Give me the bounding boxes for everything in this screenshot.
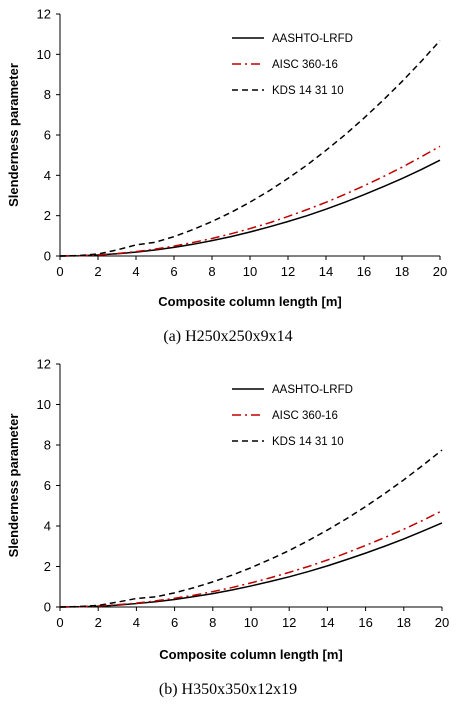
x-axis-title: Composite column length [m] <box>158 294 341 309</box>
x-tick-label: 10 <box>243 264 257 279</box>
x-tick-label: 6 <box>170 264 177 279</box>
x-tick-label: 20 <box>435 615 449 630</box>
x-tick-label: 18 <box>397 615 411 630</box>
x-tick-label: 16 <box>358 615 372 630</box>
y-tick-label: 0 <box>44 600 51 615</box>
series-line-aisc-360-16 <box>59 145 441 257</box>
x-tick-label: 12 <box>281 264 295 279</box>
y-tick-label: 2 <box>44 559 51 574</box>
chart-caption: (a) H250x250x9x14 <box>163 328 292 345</box>
x-tick-label: 2 <box>95 615 102 630</box>
x-tick-label: 4 <box>133 615 140 630</box>
legend-label: AISC 360-16 <box>272 410 338 422</box>
x-tick-label: 0 <box>56 264 63 279</box>
x-tick-label: 14 <box>320 615 334 630</box>
legend-label: AASHTO-LRFD <box>272 384 353 396</box>
y-tick-label: 6 <box>44 478 51 493</box>
y-tick-label: 4 <box>44 168 51 183</box>
y-axis-title: Slenderness parameter <box>6 63 21 207</box>
y-tick-label: 8 <box>44 87 51 102</box>
x-tick-label: 14 <box>319 264 333 279</box>
chart-caption: (b) H350x350x12x19 <box>159 681 297 698</box>
y-tick-label: 12 <box>37 357 51 372</box>
y-tick-label: 12 <box>37 7 51 22</box>
x-axis-title: Composite column length [m] <box>159 647 342 662</box>
legend-label: KDS 14 31 10 <box>272 436 344 448</box>
y-axis-title: Slenderness parameter <box>6 414 21 558</box>
x-tick-label: 18 <box>395 264 409 279</box>
y-tick-label: 10 <box>37 47 51 62</box>
y-tick-label: 4 <box>44 519 51 534</box>
series-line-aashto-lrfd <box>59 522 443 608</box>
legend-label: AISC 360-16 <box>272 59 338 71</box>
x-tick-label: 20 <box>433 264 447 279</box>
x-tick-label: 16 <box>357 264 371 279</box>
x-tick-label: 8 <box>208 264 215 279</box>
series-line-kds-14-31-10 <box>59 40 441 257</box>
y-tick-label: 8 <box>44 438 51 453</box>
y-tick-label: 0 <box>44 249 51 264</box>
legend-label: KDS 14 31 10 <box>272 85 344 97</box>
y-tick-label: 2 <box>44 208 51 223</box>
series-line-aashto-lrfd <box>59 159 441 257</box>
x-tick-label: 8 <box>209 615 216 630</box>
x-tick-label: 12 <box>282 615 296 630</box>
x-tick-label: 10 <box>244 615 258 630</box>
chart-b: 0 2 4 6 8 10 12 0 2 4 6 8 10 12 14 16 18 20 Composite colu… <box>6 357 449 699</box>
chart-a: 0 2 4 6 8 10 12 0 2 4 6 8 10 12 14 16 18 20 Composite colu… <box>6 7 447 346</box>
series-line-aisc-360-16 <box>59 510 443 608</box>
x-tick-label: 2 <box>94 264 101 279</box>
legend-label: AASHTO-LRFD <box>272 33 353 45</box>
x-tick-label: 6 <box>171 615 178 630</box>
x-tick-label: 4 <box>132 264 139 279</box>
x-tick-label: 0 <box>56 615 63 630</box>
series-line-kds-14-31-10 <box>59 449 443 608</box>
y-tick-label: 10 <box>37 397 51 412</box>
y-tick-label: 6 <box>44 128 51 143</box>
